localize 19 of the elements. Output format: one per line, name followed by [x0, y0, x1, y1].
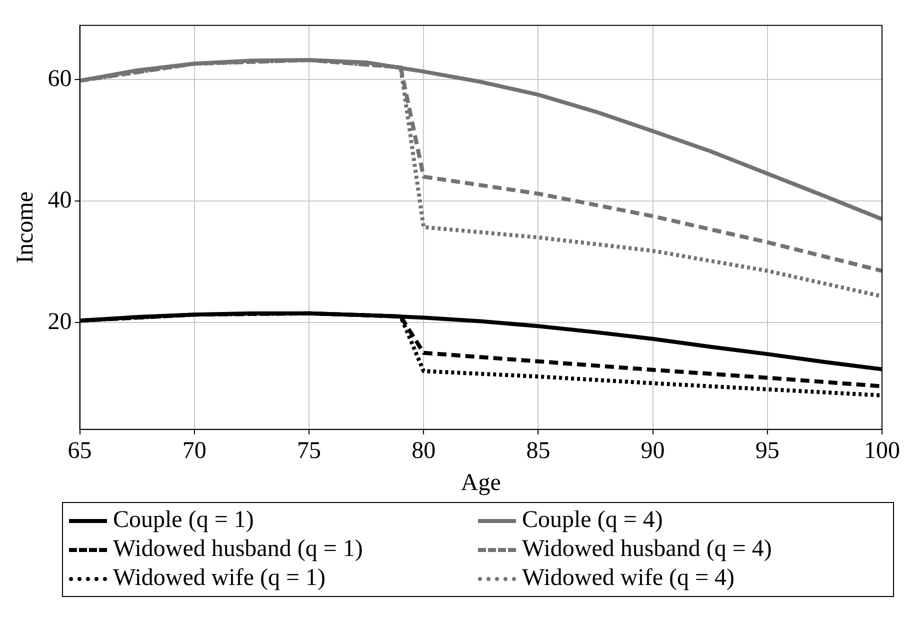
- legend-label: Couple (q = 1): [113, 507, 254, 534]
- x-tick-label: 90: [640, 438, 665, 464]
- legend-label: Widowed wife (q = 1): [113, 565, 326, 592]
- x-tick-label: 80: [412, 438, 436, 464]
- y-tick-label: 40: [48, 187, 72, 214]
- y-tick-label: 20: [48, 308, 72, 335]
- y-axis-title: Income: [12, 191, 39, 264]
- x-axis-title: Age: [460, 470, 501, 496]
- x-tick-label: 65: [68, 438, 92, 464]
- legend-label: Widowed wife (q = 4): [522, 565, 735, 592]
- x-tick-label: 70: [182, 438, 206, 464]
- legend-label: Widowed husband (q = 4): [522, 536, 772, 563]
- x-tick-label: 75: [297, 438, 321, 464]
- x-tick-label: 100: [864, 438, 900, 464]
- legend-label: Widowed husband (q = 1): [113, 536, 363, 563]
- x-tick-label: 95: [755, 438, 780, 464]
- x-tick-label: 85: [526, 438, 550, 464]
- y-tick-label: 60: [48, 66, 72, 92]
- legend-label: Couple (q = 4): [522, 507, 663, 534]
